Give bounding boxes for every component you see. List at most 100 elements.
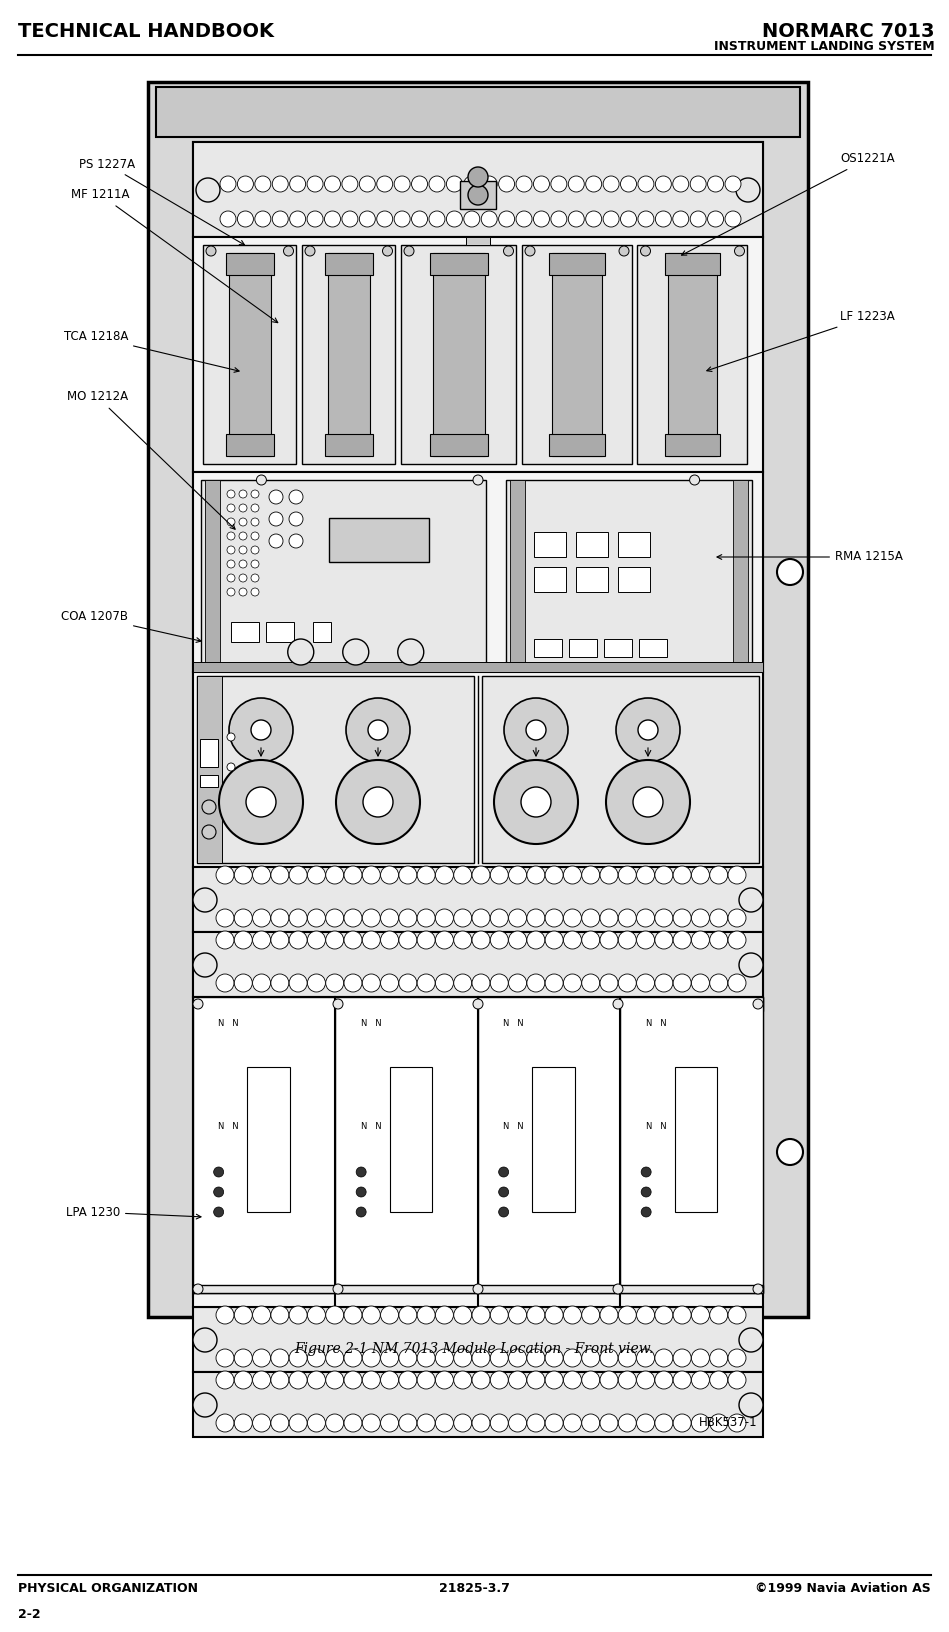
Circle shape <box>568 211 585 227</box>
Circle shape <box>600 974 618 992</box>
Text: NORMARC 7013: NORMARC 7013 <box>762 21 935 41</box>
Circle shape <box>564 974 582 992</box>
Circle shape <box>436 930 454 948</box>
Circle shape <box>527 909 545 927</box>
Circle shape <box>307 211 323 227</box>
Circle shape <box>399 1350 417 1368</box>
Circle shape <box>498 1167 509 1177</box>
Bar <box>401 245 516 463</box>
Circle shape <box>655 1413 673 1431</box>
Text: TECHNICAL HANDBOOK: TECHNICAL HANDBOOK <box>18 21 274 41</box>
Circle shape <box>251 588 259 596</box>
Circle shape <box>454 1371 472 1389</box>
Circle shape <box>454 1350 472 1368</box>
Text: MF 1211A: MF 1211A <box>71 189 278 323</box>
Circle shape <box>491 867 509 885</box>
Text: Figure 2-1 NM 7013 Module Location - Front view.: Figure 2-1 NM 7013 Module Location - Fro… <box>294 1342 654 1356</box>
Text: ©1999 Navia Aviation AS: ©1999 Navia Aviation AS <box>755 1581 931 1594</box>
Circle shape <box>307 1350 326 1368</box>
Circle shape <box>728 909 746 927</box>
Circle shape <box>690 211 706 227</box>
Circle shape <box>498 1186 509 1196</box>
Circle shape <box>481 176 497 193</box>
Circle shape <box>239 504 247 512</box>
Circle shape <box>227 532 235 540</box>
Circle shape <box>472 1413 490 1431</box>
Circle shape <box>381 930 399 948</box>
Circle shape <box>637 909 655 927</box>
Bar <box>482 676 759 863</box>
Circle shape <box>533 211 549 227</box>
Bar <box>619 566 650 592</box>
Circle shape <box>527 1413 545 1431</box>
Circle shape <box>326 1350 344 1368</box>
Text: N   N: N N <box>646 1018 666 1028</box>
Circle shape <box>509 1371 527 1389</box>
Bar <box>193 1373 763 1438</box>
Circle shape <box>418 909 436 927</box>
Circle shape <box>446 211 462 227</box>
Circle shape <box>399 1371 417 1389</box>
Circle shape <box>527 1306 545 1324</box>
Bar <box>266 622 294 641</box>
Circle shape <box>326 1306 344 1324</box>
Circle shape <box>326 974 344 992</box>
Bar <box>640 640 667 658</box>
Bar <box>534 532 567 557</box>
Circle shape <box>491 1350 509 1368</box>
Circle shape <box>363 974 381 992</box>
Bar <box>675 1067 717 1213</box>
Circle shape <box>381 1371 399 1389</box>
Circle shape <box>509 974 527 992</box>
Circle shape <box>214 1208 224 1217</box>
Circle shape <box>642 1167 651 1177</box>
Circle shape <box>234 1413 252 1431</box>
Circle shape <box>227 490 235 498</box>
Circle shape <box>227 733 235 741</box>
Bar <box>247 1067 289 1213</box>
Circle shape <box>219 761 303 844</box>
Circle shape <box>399 1306 417 1324</box>
Text: 2-2: 2-2 <box>18 1608 41 1621</box>
Circle shape <box>325 211 341 227</box>
Circle shape <box>509 867 527 885</box>
Circle shape <box>344 1306 362 1324</box>
Bar <box>327 253 370 455</box>
Circle shape <box>633 787 663 818</box>
Circle shape <box>307 909 326 927</box>
Circle shape <box>521 787 551 818</box>
Circle shape <box>269 490 283 504</box>
Circle shape <box>216 1371 234 1389</box>
Circle shape <box>692 974 710 992</box>
Text: PS 1227A: PS 1227A <box>79 158 245 245</box>
Circle shape <box>256 475 267 485</box>
Circle shape <box>202 826 216 839</box>
Circle shape <box>454 909 472 927</box>
Circle shape <box>504 246 513 256</box>
Circle shape <box>289 211 306 227</box>
Text: COA 1207B: COA 1207B <box>61 610 201 643</box>
Circle shape <box>454 1413 472 1431</box>
Circle shape <box>454 867 472 885</box>
Circle shape <box>289 490 303 504</box>
Circle shape <box>655 909 673 927</box>
Circle shape <box>342 211 358 227</box>
Circle shape <box>344 867 362 885</box>
Circle shape <box>418 1371 436 1389</box>
Circle shape <box>725 176 741 193</box>
Circle shape <box>736 178 760 202</box>
Circle shape <box>582 909 600 927</box>
Text: MO 1212A: MO 1212A <box>66 390 235 529</box>
Bar <box>638 245 748 463</box>
Circle shape <box>326 1371 344 1389</box>
Circle shape <box>227 547 235 553</box>
Circle shape <box>545 930 563 948</box>
Circle shape <box>344 974 362 992</box>
Circle shape <box>270 909 288 927</box>
Circle shape <box>342 176 358 193</box>
Circle shape <box>777 560 803 584</box>
Circle shape <box>600 1350 618 1368</box>
Bar <box>507 480 752 664</box>
Bar <box>569 640 598 658</box>
Text: TCA 1218A: TCA 1218A <box>64 331 239 372</box>
